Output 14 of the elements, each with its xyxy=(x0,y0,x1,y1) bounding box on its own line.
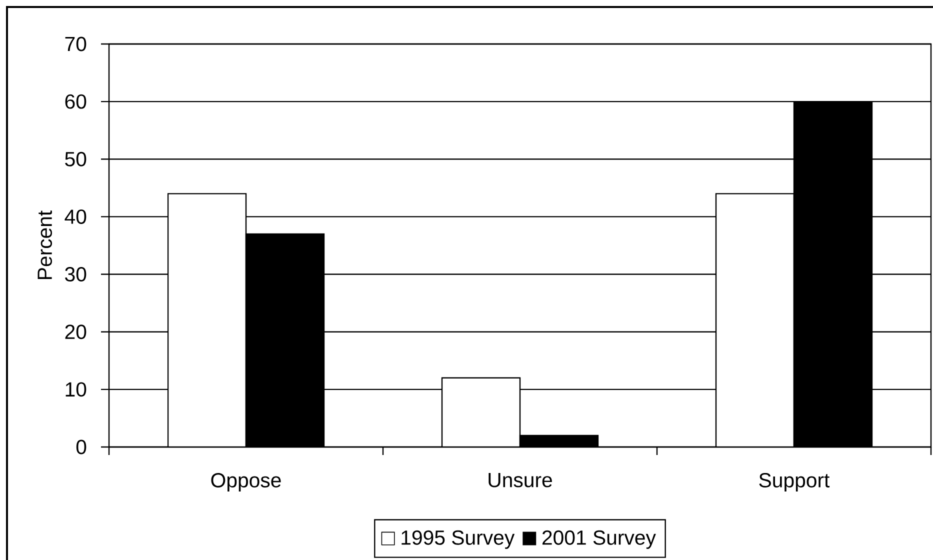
y-axis-title: Percent xyxy=(38,210,52,279)
x-tick-label: Support xyxy=(759,473,830,492)
legend-label: 2001 Survey xyxy=(542,530,656,549)
x-tick-label: Oppose xyxy=(211,473,281,492)
y-tick-label: 40 xyxy=(64,209,86,224)
y-tick-label: 0 xyxy=(76,440,86,454)
y-tick-label: 50 xyxy=(65,152,86,166)
legend-label: 1995 Survey xyxy=(402,530,515,549)
y-tick-label: 70 xyxy=(65,36,86,52)
y-tick-label: 10 xyxy=(66,382,86,397)
x-tick-label: Unsure xyxy=(488,473,552,488)
y-tick-label: 20 xyxy=(65,324,86,340)
y-tick-label: 30 xyxy=(65,267,86,282)
y-tick-label: 60 xyxy=(65,94,86,109)
